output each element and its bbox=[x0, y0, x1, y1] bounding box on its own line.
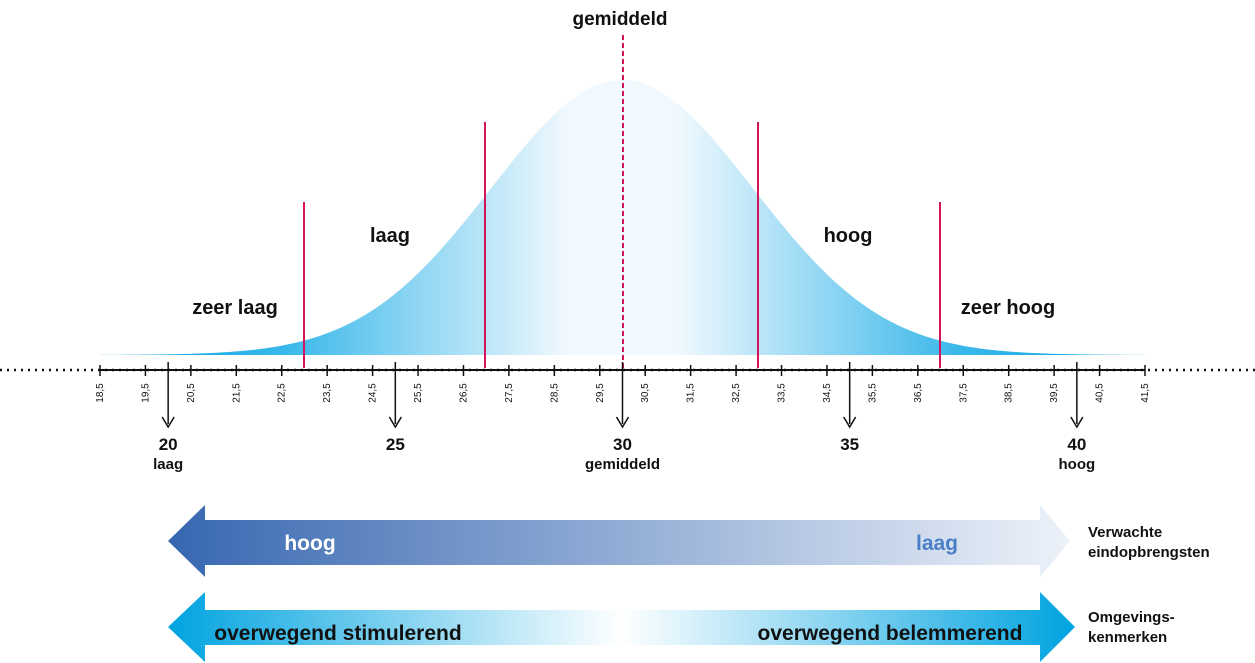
tick-label: 41,5 bbox=[1140, 383, 1151, 403]
tick-label: 35,5 bbox=[867, 383, 878, 403]
marker-label: hoog bbox=[1059, 456, 1096, 473]
tick-label: 32,5 bbox=[731, 383, 742, 403]
tick-label: 25,5 bbox=[413, 383, 424, 403]
marker-arrow-head bbox=[1070, 416, 1084, 429]
marker-value: 25 bbox=[386, 435, 405, 454]
tick-label: 38,5 bbox=[1004, 383, 1015, 403]
tick-label: 27,5 bbox=[504, 383, 515, 403]
title: gemiddeld bbox=[572, 9, 667, 30]
marker-value: 35 bbox=[840, 435, 859, 454]
tick-label: 31,5 bbox=[686, 383, 697, 403]
tick-label: 39,5 bbox=[1049, 383, 1060, 403]
arrow-left-label: overwegend stimulerend bbox=[214, 622, 461, 645]
arrow-right-label: overwegend belemmerend bbox=[758, 622, 1023, 645]
marker-value: 20 bbox=[159, 435, 178, 454]
tick-label: 30,5 bbox=[640, 383, 651, 403]
region: laag bbox=[370, 225, 410, 247]
marker-label: laag bbox=[153, 456, 183, 473]
marker-label: gemiddeld bbox=[585, 456, 660, 473]
marker-value: 30 bbox=[613, 435, 632, 454]
marker-value: 40 bbox=[1067, 435, 1086, 454]
marker-arrow-head bbox=[615, 416, 630, 429]
bell-curve bbox=[100, 80, 1145, 355]
marker-arrow-head bbox=[843, 416, 857, 429]
region: zeer hoog bbox=[961, 297, 1055, 319]
tick-label: 23,5 bbox=[322, 383, 333, 403]
tick-label: 33,5 bbox=[777, 383, 788, 403]
tick-label: 26,5 bbox=[458, 383, 469, 403]
caption: Verwachte bbox=[1088, 524, 1162, 541]
tick-label: 19,5 bbox=[140, 383, 151, 403]
marker-arrow-head bbox=[161, 416, 175, 429]
region: zeer laag bbox=[192, 297, 278, 319]
arrow-right-label: laag bbox=[916, 532, 958, 555]
arrow: hoog laag Verwachte eindopbrengsten bbox=[168, 505, 1210, 577]
tick-label: 34,5 bbox=[822, 383, 833, 403]
caption: Omgevings- bbox=[1088, 609, 1175, 626]
tick-label: 22,5 bbox=[277, 383, 288, 403]
marker-arrow-head bbox=[388, 416, 402, 429]
tick-label: 29,5 bbox=[595, 383, 606, 403]
tick-label: 40,5 bbox=[1095, 383, 1106, 403]
tick-label: 18,5 bbox=[95, 383, 106, 403]
arrow-left-label: hoog bbox=[284, 532, 335, 555]
tick-label: 37,5 bbox=[958, 383, 969, 403]
caption: kenmerken bbox=[1088, 629, 1167, 646]
arrow: overwegend stimulerend overwegend belemm… bbox=[168, 592, 1175, 662]
tick-label: 20,5 bbox=[186, 383, 197, 403]
tick-label: 28,5 bbox=[549, 383, 560, 403]
tick-label: 21,5 bbox=[231, 383, 242, 403]
caption: eindopbrengsten bbox=[1088, 544, 1210, 561]
tick-label: 24,5 bbox=[368, 383, 379, 403]
boundaries bbox=[303, 35, 941, 368]
region: hoog bbox=[824, 225, 873, 247]
tick-label: 36,5 bbox=[913, 383, 924, 403]
